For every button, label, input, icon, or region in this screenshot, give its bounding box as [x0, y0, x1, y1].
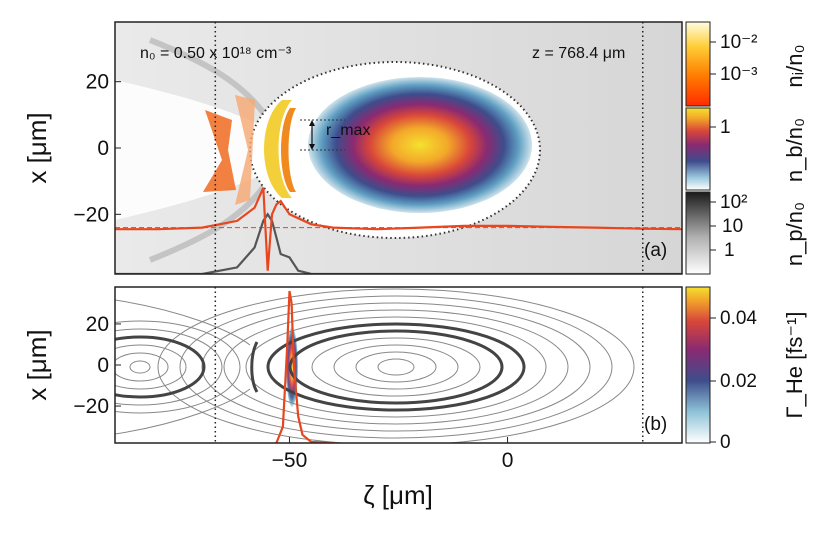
colorbar-ion-tick: 10⁻³ [720, 64, 758, 85]
colorbar-ion: 10⁻² 10⁻³ nᵢ/n₀ [685, 21, 807, 107]
ez-curve [115, 187, 682, 271]
contour-ring [377, 358, 415, 376]
contour-ring [201, 302, 591, 432]
colorbar-beam: 1 n_b/n₀ [685, 107, 807, 191]
colorbar-rate-bar [685, 286, 711, 444]
ytick-label: 20 [86, 313, 109, 336]
plasma-density-curve [115, 212, 682, 274]
z-annotation: z = 768.4 μm [532, 45, 625, 62]
colorbar-plasma-label: n_p/n₀ [782, 202, 807, 266]
ytick-label: −20 [73, 203, 109, 226]
panel-a: n₀ = 0.50 x 10¹⁸ cm⁻³ z = 768.4 μm r_max… [22, 21, 683, 275]
contour-ring [355, 351, 437, 383]
ytick-label: 20 [86, 71, 109, 94]
contour-ring [179, 295, 613, 439]
density-annotation: n₀ = 0.50 x 10¹⁸ cm⁻³ [140, 45, 292, 62]
contour-line [115, 388, 251, 435]
panel-b-xlabel: ζ [μm] [363, 480, 433, 510]
contour-ring [288, 329, 504, 405]
panel-a-label: (a) [644, 240, 667, 261]
ytick-label: −20 [73, 395, 109, 418]
colorbar-ion-bar [685, 21, 711, 107]
colorbar-beam-bar [685, 107, 711, 191]
colorbar-plasma-bar [685, 191, 711, 275]
contour-ring [311, 337, 481, 397]
contour-line-strong [250, 341, 259, 393]
contour-ring [245, 316, 547, 418]
sheath-wisp [148, 183, 268, 263]
rmax-label: r_max [326, 122, 370, 139]
colorbar-beam-tick: 1 [720, 117, 731, 138]
contour-line [115, 299, 251, 346]
panel-a-ylabel: x [μm] [22, 112, 52, 183]
potential-contours-beam [157, 288, 635, 443]
colorbar-ion-label: nᵢ/n₀ [782, 44, 807, 87]
colorbar-plasma-tick: 1 [724, 240, 735, 261]
colorbar-rate-tick: 0.02 [720, 371, 757, 392]
rmax-arrowhead-up [309, 120, 315, 126]
panel-a-yticks: −20 0 20 [73, 71, 121, 226]
contour-ring [115, 320, 241, 414]
ion-density-left [203, 110, 236, 192]
contour-ring [223, 309, 569, 425]
xtick-label: −50 [272, 449, 308, 472]
drive-beam [308, 77, 532, 213]
bubble-boundary [249, 61, 541, 239]
contour-ring [157, 288, 635, 443]
colorbar-plasma-tick: 10² [720, 192, 747, 213]
panel-b-ylabel: x [μm] [22, 329, 52, 400]
ionization-rate-curve [275, 290, 334, 443]
injected-bunch [264, 100, 292, 198]
contour-ring [115, 344, 187, 390]
colorbar-rate: 0.04 0.02 0 Γ_He [fs⁻¹] [685, 286, 807, 453]
colorbar-plasma: 10² 10 1 n_p/n₀ [685, 191, 807, 275]
contour-ring [333, 344, 459, 390]
colorbar-rate-label: Γ_He [fs⁻¹] [782, 312, 807, 419]
colorbar-ion-tick: 10⁻² [720, 32, 758, 53]
colorbar-beam-label: n_b/n₀ [782, 118, 807, 182]
xtick-label: 0 [502, 449, 514, 472]
contour-ring [115, 335, 206, 399]
ytick-label: 0 [97, 137, 109, 160]
injected-bunch-core [281, 108, 296, 192]
colorbar-plasma-tick: 10 [722, 216, 743, 237]
ion-density-right [235, 95, 255, 205]
sheath-wisp [148, 37, 268, 117]
potential-contours-wake [115, 320, 241, 414]
panel-b: (b) −20 0 20 −50 0 x [μm] ζ [μm] [22, 286, 683, 510]
panel-b-xticks: −50 0 [272, 437, 514, 472]
panel-b-yticks: −20 0 20 [73, 313, 121, 418]
panel-b-label: (b) [644, 414, 667, 435]
contour-ring [115, 352, 169, 382]
rmax-arrowhead-down [309, 144, 315, 150]
contour-ring [115, 328, 223, 406]
contour-ring [266, 322, 526, 412]
ytick-label: 0 [97, 354, 109, 377]
colorbar-rate-tick: 0 [720, 432, 731, 453]
colorbar-rate-tick: 0.04 [720, 308, 757, 329]
contour-ring [129, 360, 151, 374]
